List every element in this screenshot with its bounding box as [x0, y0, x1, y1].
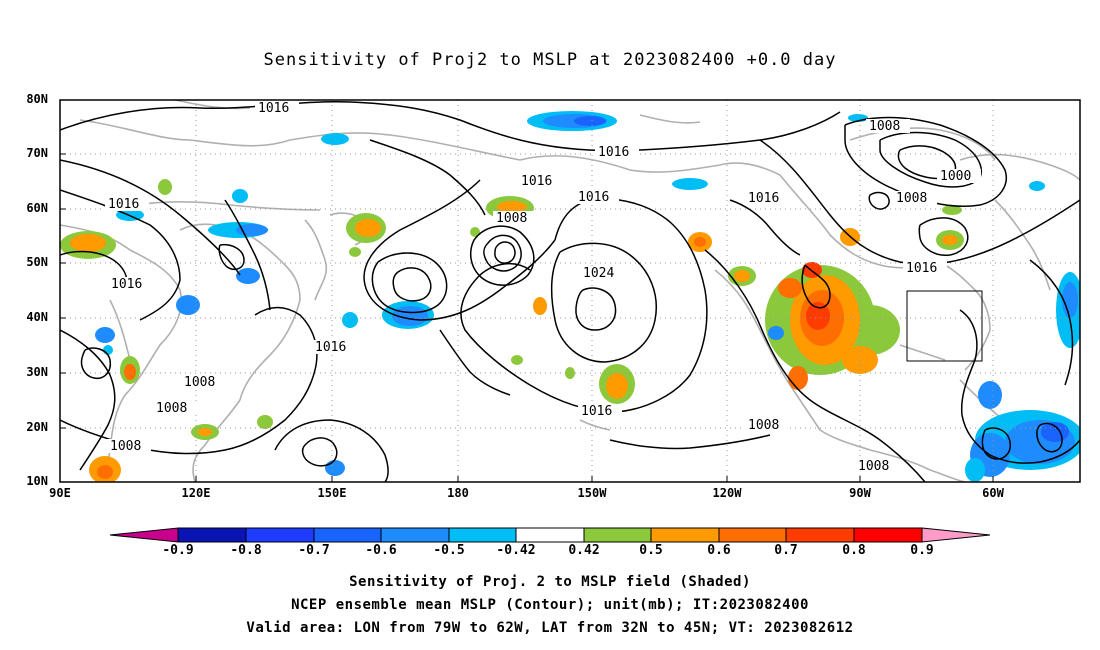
colorbar-label: -0.6 [365, 543, 397, 558]
caption-line: Valid area: LON from 79W to 62W, LAT fro… [246, 620, 854, 636]
sensitivity-shading [60, 111, 1080, 482]
colorbar-label: 0.9 [910, 543, 934, 558]
contour-label: 1008 [896, 191, 927, 206]
lon-label: 120W [712, 486, 742, 500]
lon-label: 180 [447, 486, 469, 500]
map-title: Sensitivity of Proj2 to MSLP at 20230824… [263, 50, 837, 70]
contour-label: 1016 [581, 404, 612, 419]
colorbar-label: -0.5 [433, 543, 465, 558]
colorbar-segment [313, 527, 382, 543]
lat-label: 80N [26, 92, 48, 106]
lat-label: 30N [26, 365, 48, 379]
contour-label: 1008 [869, 119, 900, 134]
contour-label: 1008 [748, 418, 779, 433]
contour-label: 1000 [940, 169, 971, 184]
contour-label: 1016 [906, 261, 937, 276]
mslp-contours [60, 100, 1080, 482]
contour-label: 1016 [258, 101, 289, 116]
contour-label: 1016 [578, 190, 609, 205]
colorbar-label: -0.42 [496, 543, 536, 558]
colorbar-segment [718, 527, 787, 543]
contour-label: 1016 [748, 191, 779, 206]
lat-label: 70N [26, 146, 48, 160]
axis-ticks [60, 99, 994, 483]
colorbar-segment [853, 527, 923, 543]
lon-label: 60W [982, 486, 1004, 500]
lon-label: 150W [577, 486, 607, 500]
colorbar-segment [583, 527, 652, 543]
colorbar-label: 0.7 [774, 543, 798, 558]
contour-label: 1016 [598, 145, 629, 160]
lon-label: 150E [317, 486, 347, 500]
colorbar-label: -0.7 [298, 543, 330, 558]
colorbar-segment [448, 527, 517, 543]
lat-label: 20N [26, 420, 48, 434]
colorbar-label: 0.6 [707, 543, 731, 558]
colorbar-segment [921, 527, 991, 543]
colorbar [109, 527, 991, 543]
colorbar-label: 0.8 [842, 543, 866, 558]
contour-label: 1024 [583, 266, 614, 281]
colorbar-segment [785, 527, 855, 543]
lat-label: 60N [26, 201, 48, 215]
contour-label: 1008 [858, 459, 889, 474]
contour-label: 1016 [315, 340, 346, 355]
contour-label: 1016 [111, 277, 142, 292]
contour-label: 1008 [156, 401, 187, 416]
lat-label: 50N [26, 255, 48, 269]
colorbar-segment [177, 527, 247, 543]
contour-label: 1008 [110, 439, 141, 454]
lat-label: 40N [26, 310, 48, 324]
colorbar-segment [380, 527, 450, 543]
contour-label: 1016 [108, 197, 139, 212]
colorbar-label: 0.5 [639, 543, 663, 558]
lon-label: 90W [849, 486, 871, 500]
colorbar-label: 0.42 [568, 543, 600, 558]
colorbar-segment [245, 527, 315, 543]
colorbar-segment [109, 527, 179, 543]
colorbar-label: -0.9 [162, 543, 194, 558]
caption-line: NCEP ensemble mean MSLP (Contour); unit(… [291, 597, 809, 613]
colorbar-segment [650, 527, 720, 543]
contour-label: 1008 [496, 211, 527, 226]
lat-label: 10N [26, 474, 48, 488]
contour-label: 1008 [184, 375, 215, 390]
lon-label: 90E [49, 486, 71, 500]
contour-label: 1016 [521, 174, 552, 189]
colorbar-label: -0.8 [230, 543, 262, 558]
colorbar-segment [515, 527, 585, 543]
valid-area-box [906, 290, 983, 362]
caption-line: Sensitivity of Proj. 2 to MSLP field (Sh… [349, 574, 751, 590]
map-frame [59, 99, 1081, 483]
contour-labels: 1016 1016 1016 1016 1016 1008 1016 1024 … [105, 101, 981, 474]
lon-label: 120E [181, 486, 211, 500]
